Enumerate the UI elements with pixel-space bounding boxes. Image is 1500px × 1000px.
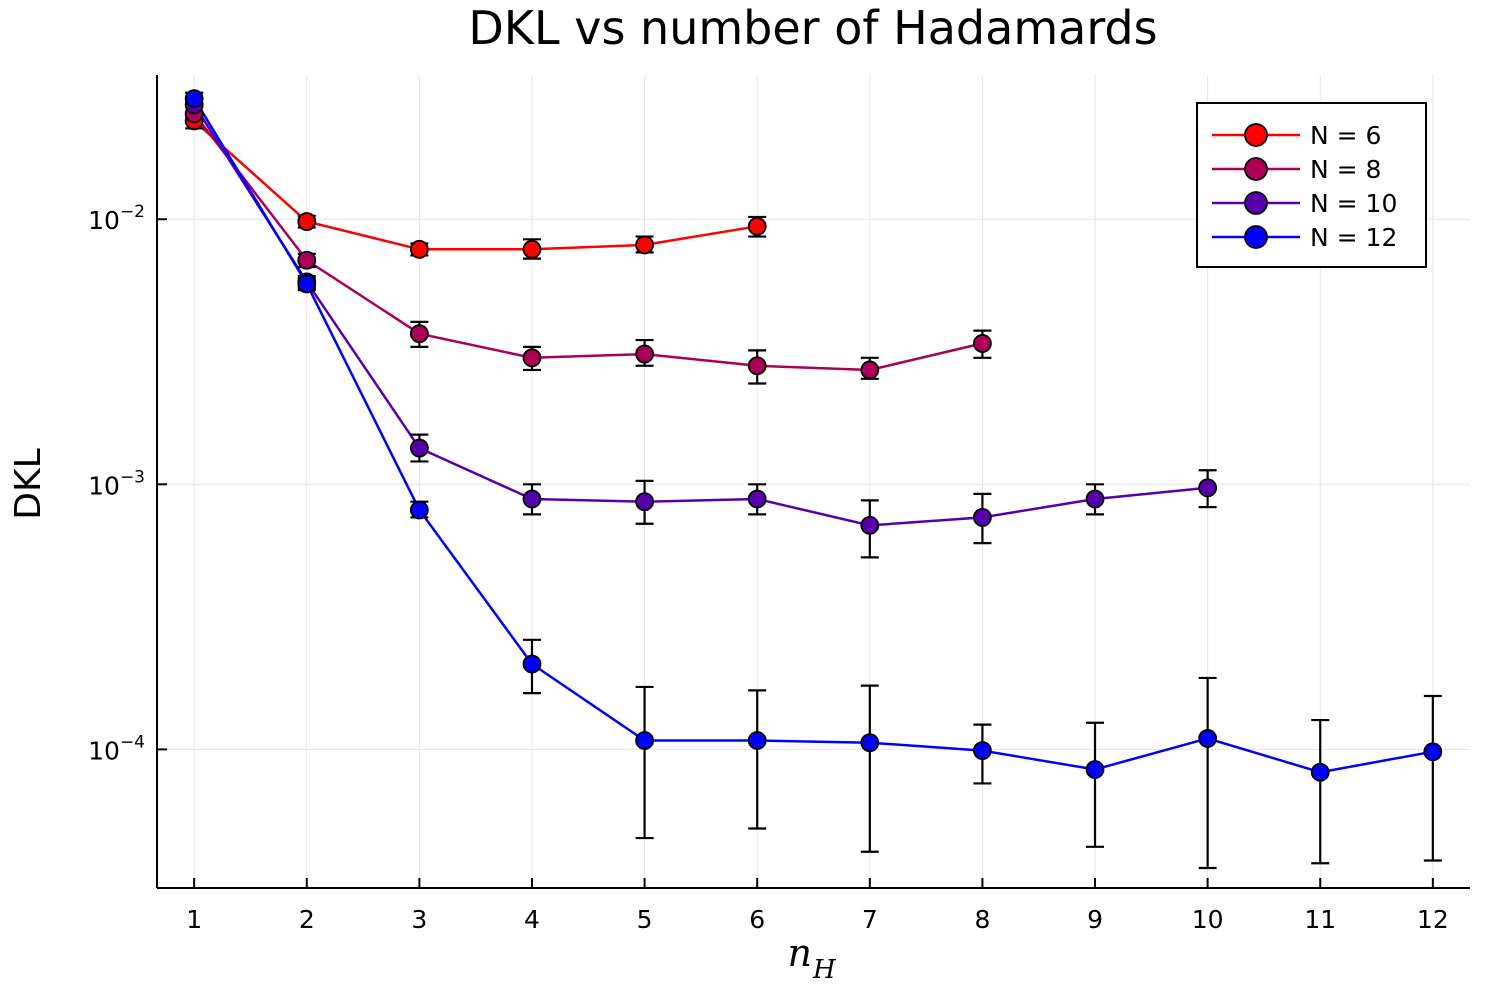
error-bar <box>1423 694 1442 862</box>
series-line-2 <box>193 104 1208 527</box>
data-point <box>1085 489 1105 509</box>
x-axis-label-base: n <box>788 931 812 975</box>
error-bar <box>1086 721 1105 848</box>
data-point <box>635 344 654 364</box>
data-point <box>635 731 654 750</box>
data-point <box>522 489 542 509</box>
y-tick-exponent: −4 <box>120 732 145 752</box>
y-tick-label-1: 10−3 <box>88 467 145 500</box>
data-point <box>409 239 429 259</box>
data-point <box>297 250 317 270</box>
x-tick-label-6: 6 <box>749 905 765 934</box>
data-point <box>747 731 767 750</box>
x-tick-label-11: 11 <box>1304 905 1336 934</box>
data-point <box>973 508 992 527</box>
data-point <box>747 216 767 236</box>
data-point <box>522 348 542 368</box>
series-1 <box>193 112 983 372</box>
series-3 <box>193 98 1434 774</box>
legend-entries: N = 6 N = 8 N = 10 N = 12 <box>1212 121 1397 252</box>
data-point <box>1198 729 1218 748</box>
y-tick-base: 10 <box>88 736 120 765</box>
data-point <box>747 356 767 376</box>
x-axis-label-sub: H <box>812 955 837 985</box>
error-bar <box>860 684 879 853</box>
x-axis-label-subscript: H <box>812 955 837 985</box>
data-point <box>635 235 654 255</box>
y-tick-exponent: −2 <box>120 202 145 222</box>
series-line-0 <box>193 119 758 251</box>
legend-entry-1: N = 8 <box>1212 155 1381 184</box>
data-point <box>409 324 429 344</box>
data-point <box>973 741 992 760</box>
legend-marker <box>1244 157 1268 181</box>
y-tick-labels: 10−210−310−4 <box>88 202 145 765</box>
legend-label: N = 10 <box>1310 189 1397 218</box>
x-axis-label: n <box>788 931 812 975</box>
chart-title: DKL vs number of Hadamards <box>468 1 1157 55</box>
data-point <box>1310 762 1330 782</box>
x-tick-label-1: 1 <box>186 905 202 934</box>
data-point <box>1085 760 1105 779</box>
data-point <box>1423 742 1443 762</box>
legend-marker <box>1244 225 1268 249</box>
data-point <box>409 438 429 458</box>
legend-label: N = 12 <box>1310 223 1397 252</box>
x-tick-label-9: 9 <box>1087 905 1103 934</box>
x-tick-label-2: 2 <box>299 905 315 934</box>
x-tick-labels: 1 2 3 4 5 6 7 8 9 10 11 12 <box>186 905 1449 934</box>
legend-box <box>1196 102 1427 268</box>
data-point <box>860 360 880 380</box>
legend-label: N = 6 <box>1310 121 1381 150</box>
x-tick-label-5: 5 <box>637 905 653 934</box>
x-tick-label-3: 3 <box>411 905 427 934</box>
data-point <box>522 654 542 674</box>
data-point <box>1198 478 1218 498</box>
legend-entry-3: N = 12 <box>1212 223 1397 252</box>
data-point <box>973 334 992 353</box>
error-bar <box>1311 718 1330 865</box>
data-point <box>860 515 880 535</box>
y-tick-exponent: −3 <box>120 467 145 487</box>
legend-entry-2: N = 10 <box>1212 189 1397 218</box>
series-line-3 <box>193 98 1434 774</box>
legend-label: N = 8 <box>1310 155 1381 184</box>
data-point <box>522 239 542 259</box>
markers-3 <box>184 89 1443 782</box>
y-tick-label-0: 10−2 <box>88 202 145 235</box>
error-bar <box>635 685 654 840</box>
data-point <box>184 89 204 109</box>
markers-1 <box>184 104 992 380</box>
x-tick-label-7: 7 <box>862 905 878 934</box>
y-tick-label-2: 10−4 <box>88 732 145 765</box>
legend-entry-0: N = 6 <box>1212 121 1381 150</box>
legend-marker <box>1244 123 1268 147</box>
data-point <box>297 274 317 294</box>
x-tick-label-4: 4 <box>524 905 540 934</box>
legend-marker <box>1244 191 1268 215</box>
x-tick-label-10: 10 <box>1192 905 1224 934</box>
error-bar <box>1198 676 1217 870</box>
data-point <box>860 733 880 753</box>
data-point <box>409 500 429 520</box>
series-group <box>184 89 1443 870</box>
series-line-1 <box>193 112 983 372</box>
legend: N = 6 N = 8 N = 10 N = 12 <box>1196 102 1427 268</box>
x-tick-label-8: 8 <box>974 905 990 934</box>
data-point <box>635 492 654 512</box>
y-axis-label: DKL <box>8 448 49 519</box>
errorbars-3 <box>185 91 1442 870</box>
x-tick-label-12: 12 <box>1417 905 1449 934</box>
data-point <box>297 212 317 231</box>
series-0 <box>193 119 758 251</box>
data-point <box>747 489 767 509</box>
y-tick-base: 10 <box>88 471 120 500</box>
error-bar <box>748 689 767 830</box>
series-2 <box>193 104 1208 527</box>
y-tick-base: 10 <box>88 206 120 235</box>
axes <box>156 75 1470 889</box>
